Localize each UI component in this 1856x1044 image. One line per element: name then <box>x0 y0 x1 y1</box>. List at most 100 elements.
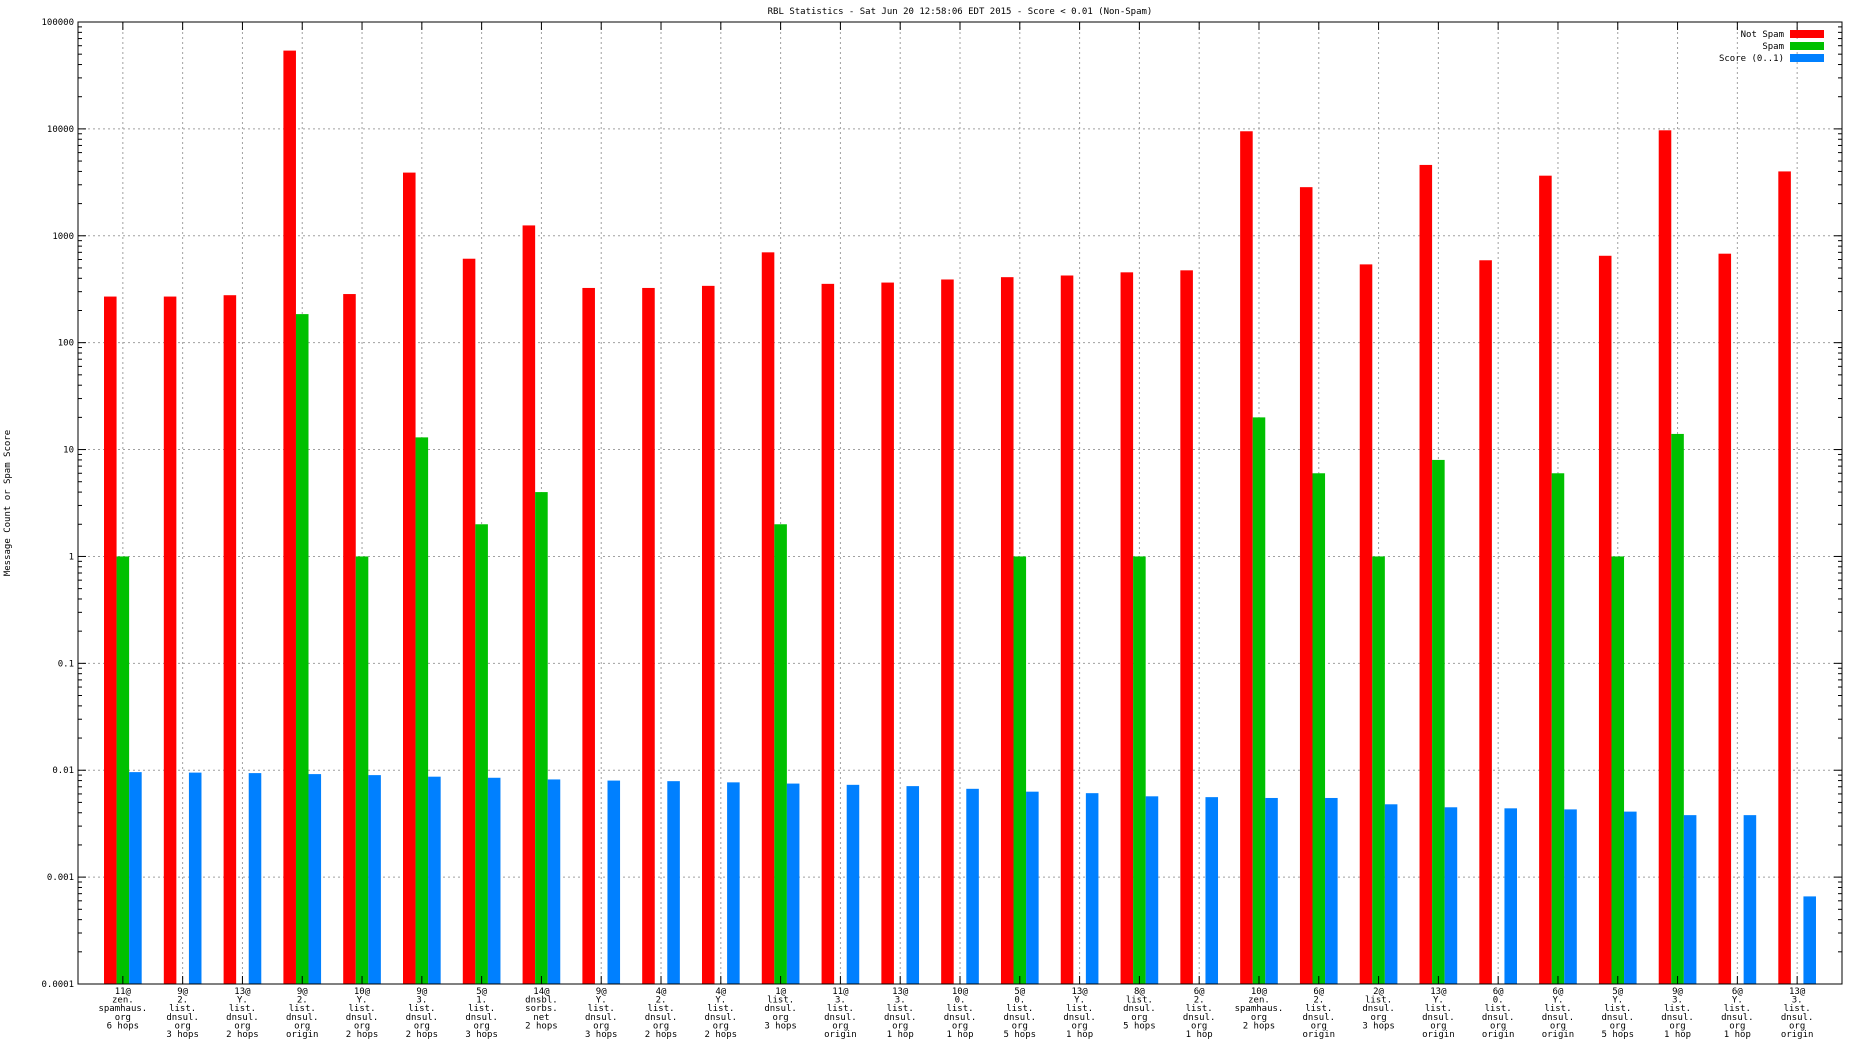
y-tick-label: 10000 <box>47 125 74 135</box>
bar-score-0-1 <box>1325 797 1338 984</box>
legend-swatch <box>1790 30 1824 38</box>
x-tick-label-line: org <box>1430 1021 1446 1031</box>
x-tick-label-line: 1 hop <box>887 1030 914 1040</box>
bar-score-0-1 <box>906 786 920 984</box>
legend-swatch <box>1790 42 1824 50</box>
x-tick-label: 10@ Y. list. dnsul. org 2 hops <box>346 987 379 1040</box>
x-tick-label-line: 5@ <box>476 987 487 997</box>
bar-spam <box>295 314 309 984</box>
x-tick-label-line: dnsul. <box>1482 1013 1515 1023</box>
legend-label: Spam <box>1762 42 1784 52</box>
x-tick-label-line: 4@ <box>656 987 667 997</box>
x-tick-label-line: dnsbl. <box>525 996 558 1006</box>
x-tick-label-line: 11@ <box>115 987 132 997</box>
bar-not-spam <box>1359 264 1373 984</box>
x-tick-label-line: origin <box>286 1030 319 1040</box>
x-tick-label-line: 14@ <box>533 987 550 997</box>
x-tick-label-line: org <box>593 1021 609 1031</box>
x-tick-label-line: Y. <box>1732 996 1743 1006</box>
x-tick-label-line: org <box>1789 1021 1805 1031</box>
bar-spam <box>1312 473 1326 984</box>
x-tick-label-line: dnsul. <box>465 1013 498 1023</box>
bar-score-0-1 <box>188 772 202 984</box>
x-tick-label-line: list. <box>887 1004 914 1014</box>
x-tick-label-line: Y. <box>237 996 248 1006</box>
bar-spam <box>1551 473 1565 984</box>
bar-spam <box>1432 459 1445 984</box>
x-tick-label-line: 9@ <box>596 987 607 997</box>
x-tick-label-line: dnsul. <box>1721 1013 1754 1023</box>
bar-not-spam <box>522 225 536 984</box>
x-tick-label-line: list. <box>1186 1004 1213 1014</box>
bar-score-0-1 <box>248 773 262 984</box>
x-tick-label-line: dnsul. <box>764 1004 797 1014</box>
x-tick-label-line: 3 hops <box>166 1030 199 1040</box>
x-tick-label-line: org <box>1370 1013 1386 1023</box>
bar-score-0-1 <box>727 782 740 984</box>
x-tick-label-line: list. <box>647 1004 674 1014</box>
x-tick-label-line: Y. <box>715 996 726 1006</box>
x-tick-label-line: dnsul. <box>705 1013 738 1023</box>
x-tick-label: 1@ list. dnsul. org 3 hops <box>764 987 797 1031</box>
x-tick-label-line: list. <box>229 1004 256 1014</box>
bar-spam <box>1611 556 1625 984</box>
x-tick-label-line: org <box>772 1013 788 1023</box>
bar-score-0-1 <box>846 784 860 984</box>
y-tick-label: 100000 <box>41 18 74 28</box>
bar-not-spam <box>1718 253 1732 984</box>
x-tick-label-line: list. <box>1365 996 1392 1006</box>
y-tick-label: 10 <box>63 446 74 456</box>
bar-not-spam <box>1539 175 1552 984</box>
y-tick-label: 1000 <box>52 232 74 242</box>
x-tick-label-line: 6@ <box>1313 987 1324 997</box>
x-tick-label-line: 9@ <box>177 987 188 997</box>
bar-score-0-1 <box>1624 811 1637 984</box>
x-tick-label-line: 1 hop <box>1724 1030 1751 1040</box>
y-tick-label: 0.001 <box>47 873 74 883</box>
x-tick-label-line: org <box>1729 1021 1745 1031</box>
x-tick-label-line: org <box>832 1021 848 1031</box>
x-tick-label-line: 3. <box>835 996 846 1006</box>
x-tick-label-line: list. <box>468 1004 495 1014</box>
bar-not-spam <box>1778 171 1791 984</box>
bar-score-0-1 <box>487 777 501 984</box>
y-tick-label: 100 <box>58 339 74 349</box>
bar-score-0-1 <box>786 783 800 984</box>
x-tick-label-line: org <box>1669 1021 1685 1031</box>
x-tick-label-line: 6 hops <box>107 1021 140 1031</box>
x-tick-label-line: 9@ <box>416 987 427 997</box>
x-tick-label: 13@ 3. list. dnsul. org origin <box>1781 987 1814 1040</box>
x-tick-label: 10@ 0. list. dnsul. org 1 hop <box>944 987 977 1040</box>
x-tick-label: 9@ Y. list. dnsul. org 3 hops <box>585 987 618 1040</box>
bar-not-spam <box>881 282 894 984</box>
x-tick-label-line: 2. <box>1194 996 1205 1006</box>
x-tick-label-line: org <box>1191 1021 1207 1031</box>
x-tick-label-line: 1 hop <box>1066 1030 1093 1040</box>
x-tick-label-line: dnsul. <box>585 1013 618 1023</box>
x-tick-label-line: origin <box>1482 1030 1515 1040</box>
bar-not-spam <box>163 296 177 984</box>
x-tick-label: 6@ 2. list. dnsul. org origin <box>1303 987 1336 1040</box>
x-tick-label-line: origin <box>824 1030 857 1040</box>
x-tick-label-line: 9@ <box>1672 987 1683 997</box>
bar-spam <box>774 524 787 984</box>
x-tick-label-line: org <box>175 1021 191 1031</box>
x-tick-label-line: dnsul. <box>1183 1013 1216 1023</box>
x-tick-label-line: 2. <box>297 996 308 1006</box>
x-tick-label: 9@ 2. list. dnsul. org 3 hops <box>166 987 199 1040</box>
legend-label: Score (0..1) <box>1719 54 1784 64</box>
bar-not-spam <box>582 287 595 984</box>
bar-spam <box>415 437 429 984</box>
x-tick-label-line: list. <box>1126 996 1153 1006</box>
axis-ticks: 0.0001 0.001 0.01 0.1 1 10 100 1000 10000 100000 <box>41 18 1842 990</box>
x-tick-label-line: Y. <box>1074 996 1085 1006</box>
x-tick-label-line: 13@ <box>1430 987 1447 997</box>
bar-score-0-1 <box>667 781 680 984</box>
x-tick-label: 9@ 2. list. dnsul. org origin <box>286 987 319 1040</box>
x-tick-label-line: list. <box>408 1004 435 1014</box>
x-tick-label-line: origin <box>1542 1030 1575 1040</box>
bar-score-0-1 <box>1743 815 1757 984</box>
x-tick-label-line: org <box>1012 1021 1028 1031</box>
x-tick-label-line: list. <box>707 1004 734 1014</box>
